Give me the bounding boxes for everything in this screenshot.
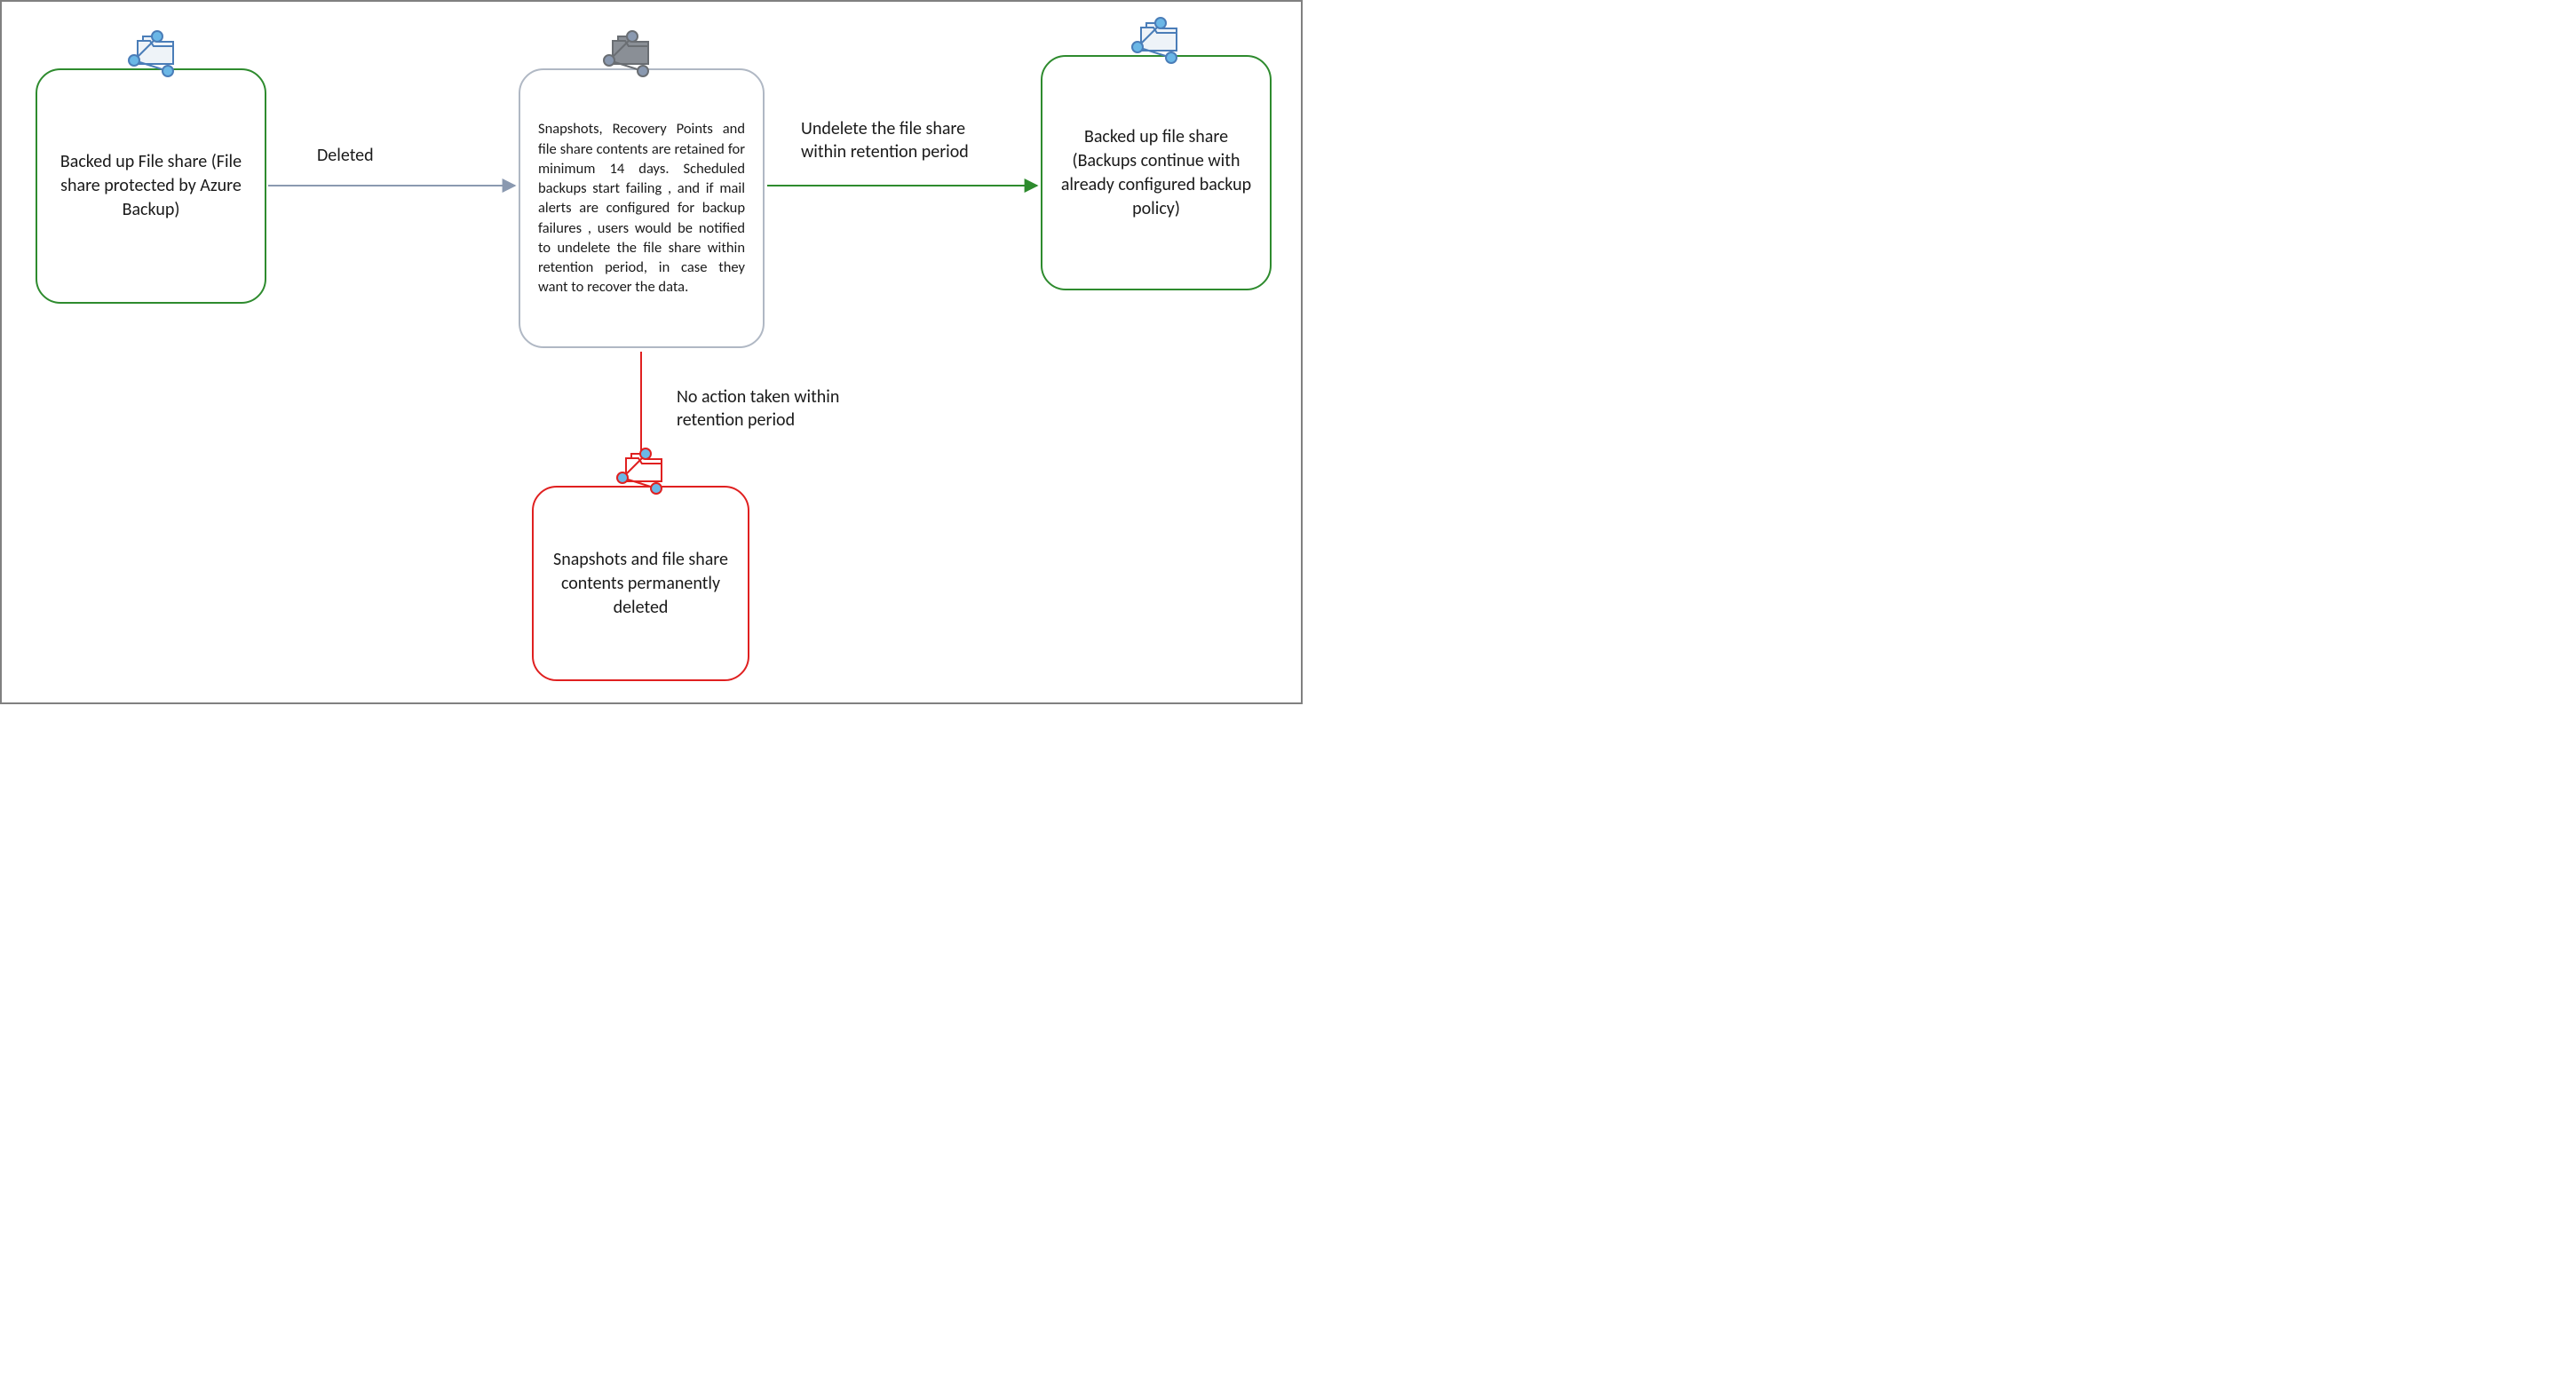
node-backed-up-file-share: Backed up File share (File share protect… <box>36 68 266 304</box>
node-text: Snapshots and file share contents perman… <box>551 548 730 620</box>
diagram-canvas: Backed up File share (File share protect… <box>0 0 1303 704</box>
node-backed-up-continues: Backed up file share (Backups continue w… <box>1041 55 1272 290</box>
node-text: Backed up File share (File share protect… <box>55 150 247 222</box>
node-text: Snapshots, Recovery Points and file shar… <box>538 119 745 297</box>
edge-label-deleted: Deleted <box>317 144 374 167</box>
edge-label-no-action: No action taken within retention period <box>677 385 881 432</box>
node-permanently-deleted: Snapshots and file share contents perman… <box>532 486 749 681</box>
node-soft-deleted-details: Snapshots, Recovery Points and file shar… <box>519 68 765 348</box>
edge-label-undelete: Undelete the file share within retention… <box>801 117 1014 163</box>
node-text: Backed up file share (Backups continue w… <box>1060 125 1252 221</box>
